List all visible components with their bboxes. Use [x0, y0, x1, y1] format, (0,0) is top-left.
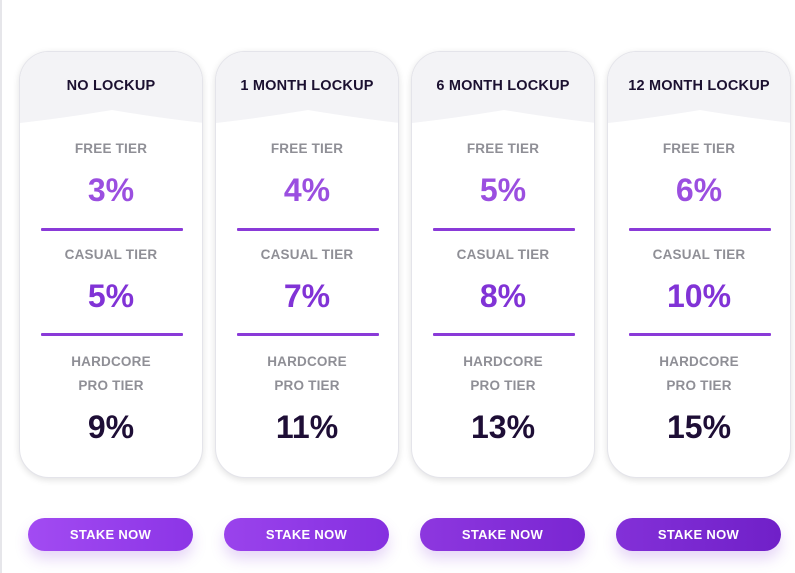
card-header: NO LOCKUP: [20, 52, 202, 132]
free-tier-label: FREE TIER: [662, 141, 736, 156]
tier-divider: [41, 228, 183, 231]
tier-divider: [41, 333, 183, 336]
pro-tier-label-line2: PRO TIER: [666, 378, 732, 393]
card-header: 1 MONTH LOCKUP: [216, 52, 398, 132]
pro-tier-label-line1: HARDCORE: [267, 354, 347, 369]
casual-tier-label: CASUAL TIER: [456, 247, 550, 262]
pro-tier-value: 15%: [666, 409, 732, 445]
pro-tier-label-line2: PRO TIER: [470, 378, 536, 393]
tier-divider: [629, 228, 771, 231]
plan-title: 12 MONTH LOCKUP: [628, 78, 770, 94]
stake-now-button-12-month[interactable]: STAKE NOW: [616, 518, 781, 551]
free-tier-value: 3%: [87, 172, 135, 208]
stake-now-button-6-month[interactable]: STAKE NOW: [420, 518, 585, 551]
pro-tier-value: 11%: [275, 409, 339, 445]
casual-tier-label: CASUAL TIER: [260, 247, 354, 262]
card-header: 6 MONTH LOCKUP: [412, 52, 594, 132]
casual-tier-label: CASUAL TIER: [652, 247, 746, 262]
header-wave-shape: [216, 52, 398, 132]
tier-divider: [629, 333, 771, 336]
free-tier-value: 5%: [479, 172, 527, 208]
left-border: [0, 0, 2, 573]
plan-title: 6 MONTH LOCKUP: [436, 78, 570, 94]
plan-card-12-month-lockup: 12 MONTH LOCKUP FREE TIER 6% CASUAL TIER…: [607, 51, 791, 478]
tier-divider: [237, 333, 379, 336]
plan-card-6-month-lockup: 6 MONTH LOCKUP FREE TIER 5% CASUAL TIER …: [411, 51, 595, 478]
pro-tier-label-line2: PRO TIER: [78, 378, 144, 393]
pro-tier-label-line2: PRO TIER: [274, 378, 340, 393]
free-tier-label: FREE TIER: [270, 141, 344, 156]
casual-tier-value: 7%: [283, 278, 331, 314]
casual-tier-value: 5%: [87, 278, 135, 314]
casual-tier-label: CASUAL TIER: [64, 247, 158, 262]
pro-tier-label-line1: HARDCORE: [659, 354, 739, 369]
plan-card-1-month-lockup: 1 MONTH LOCKUP FREE TIER 4% CASUAL TIER …: [215, 51, 399, 478]
tier-divider: [433, 333, 575, 336]
tier-divider: [433, 228, 575, 231]
stake-now-button-no-lockup[interactable]: STAKE NOW: [28, 518, 193, 551]
pro-tier-label-line1: HARDCORE: [463, 354, 543, 369]
plan-title: 1 MONTH LOCKUP: [240, 78, 374, 94]
free-tier-label: FREE TIER: [74, 141, 148, 156]
header-wave-shape: [412, 52, 594, 132]
pro-tier-value: 9%: [87, 409, 135, 445]
tier-divider: [237, 228, 379, 231]
free-tier-label: FREE TIER: [466, 141, 540, 156]
free-tier-value: 4%: [283, 172, 331, 208]
casual-tier-value: 8%: [479, 278, 527, 314]
card-header: 12 MONTH LOCKUP: [608, 52, 790, 132]
header-wave-shape: [20, 52, 202, 132]
stake-now-button-1-month[interactable]: STAKE NOW: [224, 518, 389, 551]
casual-tier-value: 10%: [666, 278, 732, 314]
pro-tier-value: 13%: [470, 409, 536, 445]
plan-card-no-lockup: NO LOCKUP FREE TIER 3% CASUAL TIER 5% HA…: [19, 51, 203, 478]
pro-tier-label-line1: HARDCORE: [71, 354, 151, 369]
free-tier-value: 6%: [675, 172, 723, 208]
plan-title: NO LOCKUP: [66, 78, 156, 94]
header-wave-shape: [608, 52, 790, 132]
